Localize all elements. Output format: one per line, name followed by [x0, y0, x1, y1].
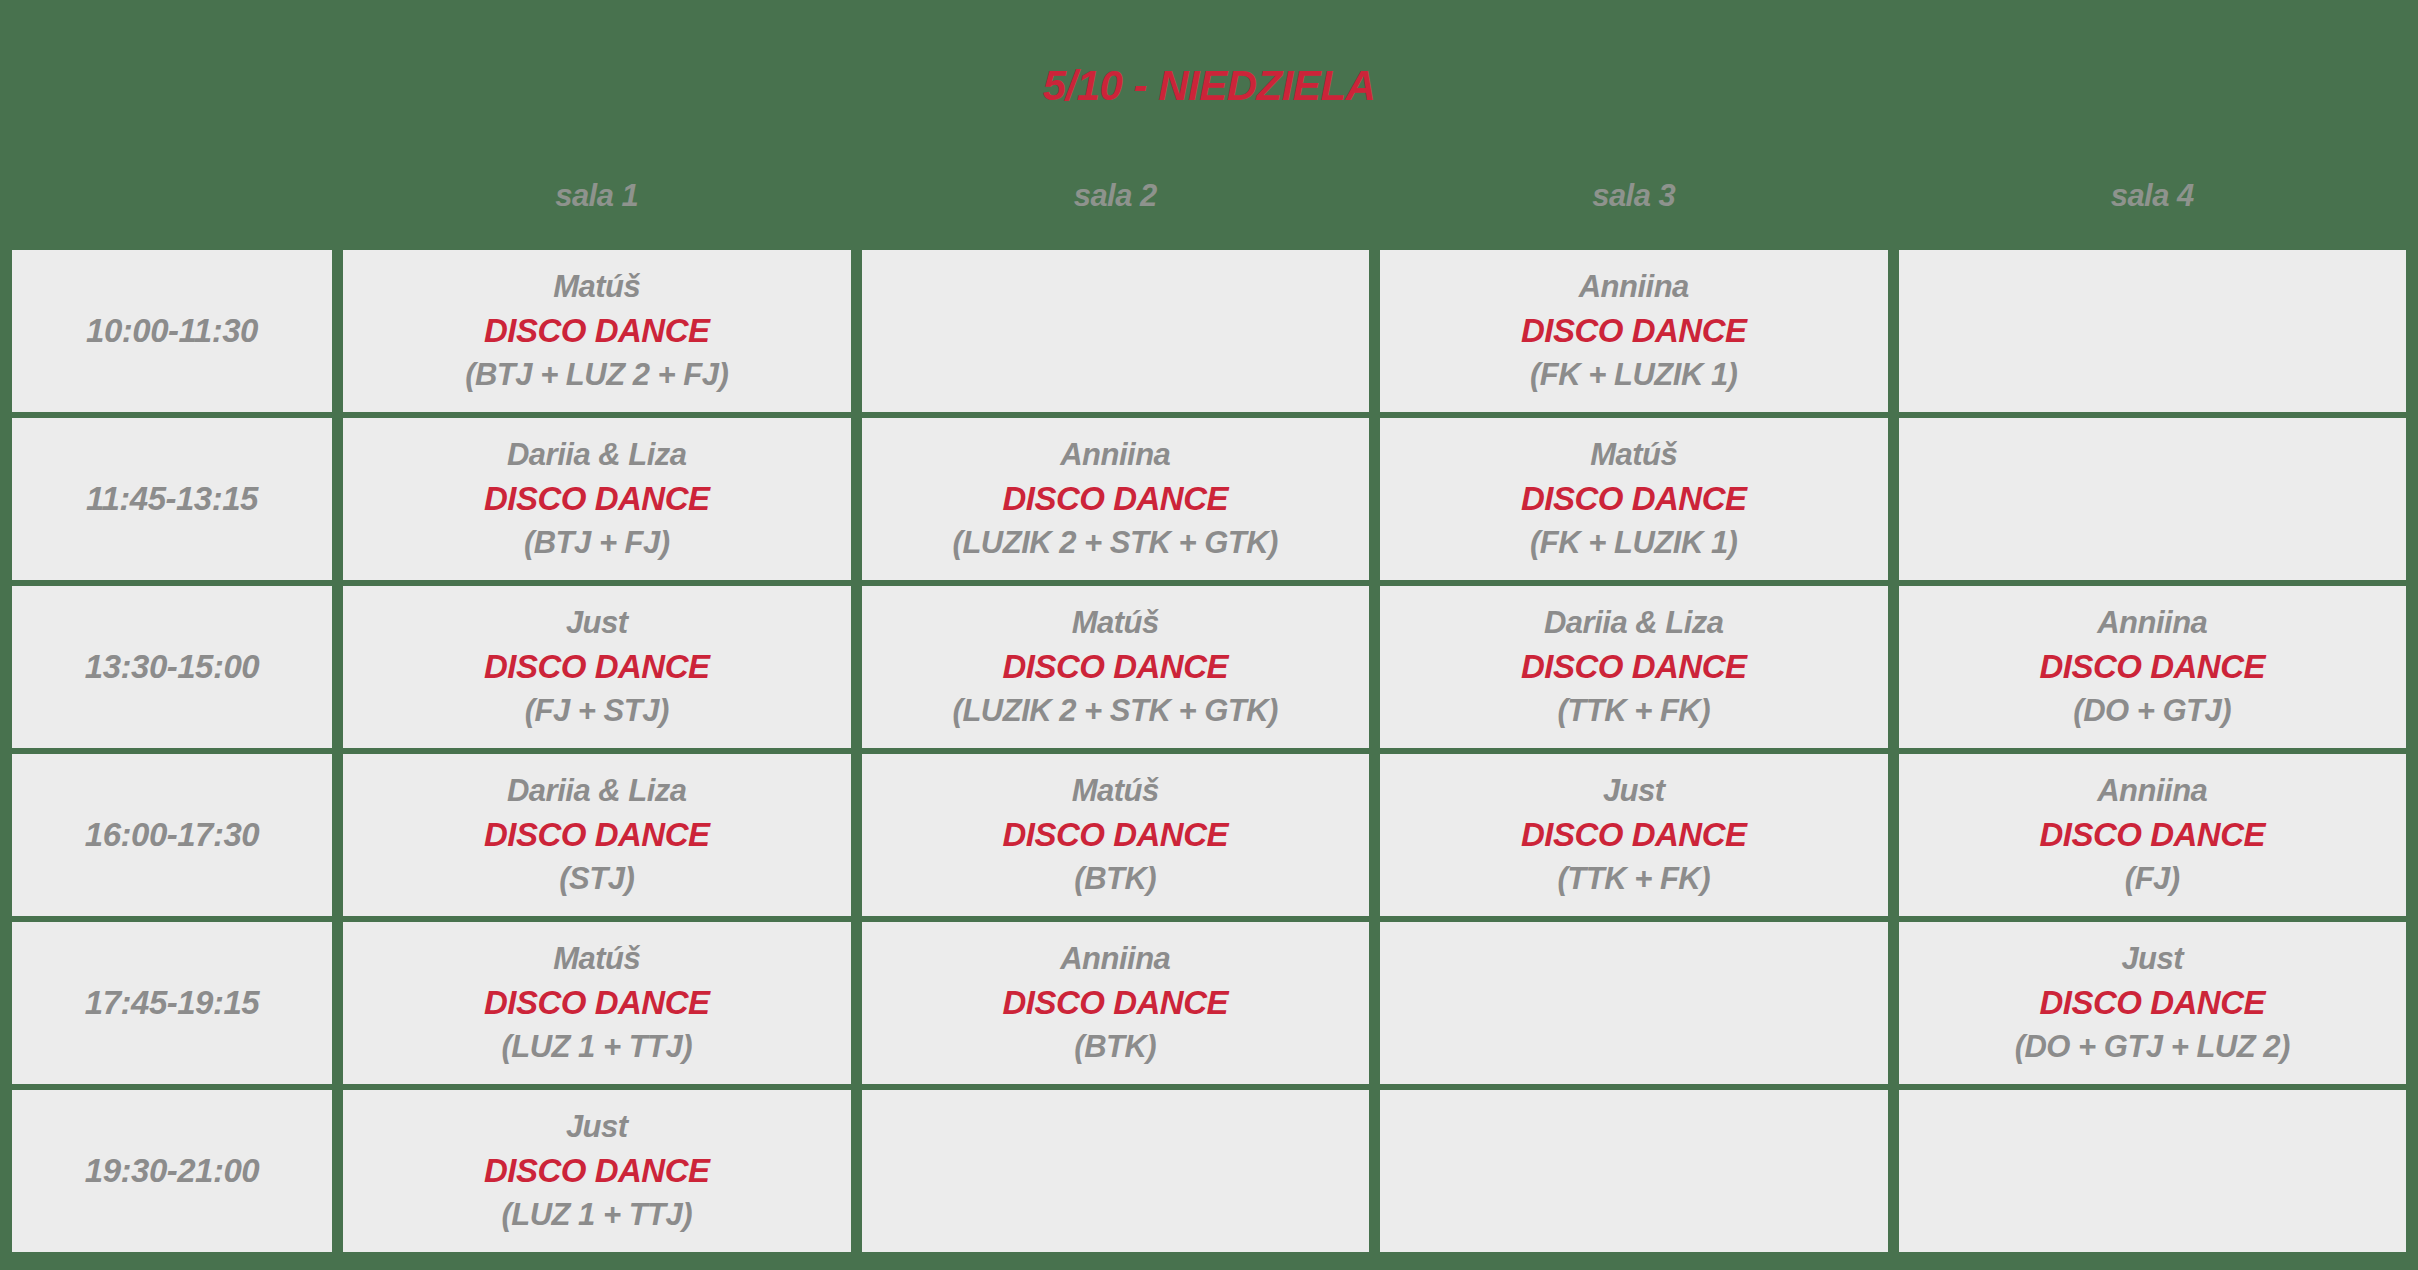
instructor-name: Anniina — [1060, 433, 1170, 477]
session-cell: JustDISCO DANCE(TTK + FK) — [1380, 754, 1888, 916]
class-name: DISCO DANCE — [1521, 309, 1747, 353]
group-codes: (LUZ 1 + TTJ) — [501, 1193, 692, 1237]
instructor-name: Dariia & Liza — [507, 433, 687, 477]
session-cell: MatúšDISCO DANCE(BTK) — [862, 754, 1370, 916]
instructor-name: Matúš — [1072, 601, 1159, 645]
time-cell: 11:45-13:15 — [12, 418, 332, 580]
time-cell: 10:00-11:30 — [12, 250, 332, 412]
class-name: DISCO DANCE — [1002, 645, 1228, 689]
group-codes: (LUZIK 2 + STK + GTK) — [953, 521, 1278, 565]
group-codes: (FK + LUZIK 1) — [1530, 521, 1737, 565]
session-cell: Dariia & LizaDISCO DANCE(BTJ + FJ) — [343, 418, 851, 580]
session-cell: Dariia & LizaDISCO DANCE(TTK + FK) — [1380, 586, 1888, 748]
instructor-name: Matúš — [553, 265, 640, 309]
time-cell: 19:30-21:00 — [12, 1090, 332, 1252]
session-cell — [862, 1090, 1370, 1252]
session-cell: MatúšDISCO DANCE(FK + LUZIK 1) — [1380, 418, 1888, 580]
group-codes: (FJ) — [2125, 857, 2180, 901]
class-name: DISCO DANCE — [484, 477, 710, 521]
session-cell — [1899, 1090, 2407, 1252]
class-name: DISCO DANCE — [484, 813, 710, 857]
column-header: sala 1 — [343, 178, 851, 214]
instructor-name: Anniina — [1060, 937, 1170, 981]
class-name: DISCO DANCE — [1002, 477, 1228, 521]
session-cell — [1899, 250, 2407, 412]
column-header: sala 3 — [1380, 178, 1888, 214]
session-cell: JustDISCO DANCE(DO + GTJ + LUZ 2) — [1899, 922, 2407, 1084]
session-cell: AnniinaDISCO DANCE(FK + LUZIK 1) — [1380, 250, 1888, 412]
instructor-name: Anniina — [2097, 601, 2207, 645]
instructor-name: Dariia & Liza — [1544, 601, 1724, 645]
session-cell: AnniinaDISCO DANCE(LUZIK 2 + STK + GTK) — [862, 418, 1370, 580]
class-name: DISCO DANCE — [484, 1149, 710, 1193]
group-codes: (FJ + STJ) — [525, 689, 669, 733]
session-cell — [1380, 922, 1888, 1084]
schedule-table: 10:00-11:30MatúšDISCO DANCE(BTJ + LUZ 2 … — [12, 250, 2406, 1252]
instructor-name: Anniina — [2097, 769, 2207, 813]
time-cell: 17:45-19:15 — [12, 922, 332, 1084]
instructor-name: Anniina — [1579, 265, 1689, 309]
group-codes: (STJ) — [559, 857, 634, 901]
instructor-name: Matúš — [1590, 433, 1677, 477]
class-name: DISCO DANCE — [484, 309, 710, 353]
column-header: sala 2 — [862, 178, 1370, 214]
instructor-name: Just — [566, 1105, 628, 1149]
group-codes: (LUZ 1 + TTJ) — [501, 1025, 692, 1069]
time-cell: 16:00-17:30 — [12, 754, 332, 916]
session-cell: JustDISCO DANCE(FJ + STJ) — [343, 586, 851, 748]
session-cell: MatúšDISCO DANCE(BTJ + LUZ 2 + FJ) — [343, 250, 851, 412]
class-name: DISCO DANCE — [2039, 813, 2265, 857]
class-name: DISCO DANCE — [484, 981, 710, 1025]
class-name: DISCO DANCE — [484, 645, 710, 689]
session-cell — [862, 250, 1370, 412]
session-cell — [1380, 1090, 1888, 1252]
instructor-name: Matúš — [553, 937, 640, 981]
session-cell: MatúšDISCO DANCE(LUZ 1 + TTJ) — [343, 922, 851, 1084]
class-name: DISCO DANCE — [1002, 981, 1228, 1025]
session-cell: MatúšDISCO DANCE(LUZIK 2 + STK + GTK) — [862, 586, 1370, 748]
class-name: DISCO DANCE — [2039, 645, 2265, 689]
group-codes: (TTK + FK) — [1557, 689, 1710, 733]
time-cell: 13:30-15:00 — [12, 586, 332, 748]
group-codes: (BTJ + LUZ 2 + FJ) — [465, 353, 728, 397]
instructor-name: Dariia & Liza — [507, 769, 687, 813]
session-cell: Dariia & LizaDISCO DANCE(STJ) — [343, 754, 851, 916]
group-codes: (LUZIK 2 + STK + GTK) — [953, 689, 1278, 733]
class-name: DISCO DANCE — [1521, 813, 1747, 857]
group-codes: (TTK + FK) — [1557, 857, 1710, 901]
instructor-name: Just — [566, 601, 628, 645]
instructor-name: Just — [2121, 937, 2183, 981]
group-codes: (FK + LUZIK 1) — [1530, 353, 1737, 397]
group-codes: (BTJ + FJ) — [524, 521, 670, 565]
class-name: DISCO DANCE — [1521, 645, 1747, 689]
instructor-name: Just — [1603, 769, 1665, 813]
group-codes: (BTK) — [1074, 1025, 1156, 1069]
schedule-page: { "title": "5/10 - NIEDZIELA", "columns"… — [0, 0, 2418, 1270]
group-codes: (DO + GTJ) — [2073, 689, 2231, 733]
session-cell: AnniinaDISCO DANCE(FJ) — [1899, 754, 2407, 916]
session-cell: AnniinaDISCO DANCE(DO + GTJ) — [1899, 586, 2407, 748]
session-cell: JustDISCO DANCE(LUZ 1 + TTJ) — [343, 1090, 851, 1252]
session-cell: AnniinaDISCO DANCE(BTK) — [862, 922, 1370, 1084]
group-codes: (BTK) — [1074, 857, 1156, 901]
column-header: sala 4 — [1899, 178, 2407, 214]
class-name: DISCO DANCE — [1002, 813, 1228, 857]
column-headers: sala 1 sala 2 sala 3 sala 4 — [12, 178, 2406, 214]
class-name: DISCO DANCE — [2039, 981, 2265, 1025]
instructor-name: Matúš — [1072, 769, 1159, 813]
group-codes: (DO + GTJ + LUZ 2) — [2015, 1025, 2290, 1069]
session-cell — [1899, 418, 2407, 580]
header-spacer — [12, 178, 332, 214]
page-title: 5/10 - NIEDZIELA — [0, 62, 2418, 110]
class-name: DISCO DANCE — [1521, 477, 1747, 521]
